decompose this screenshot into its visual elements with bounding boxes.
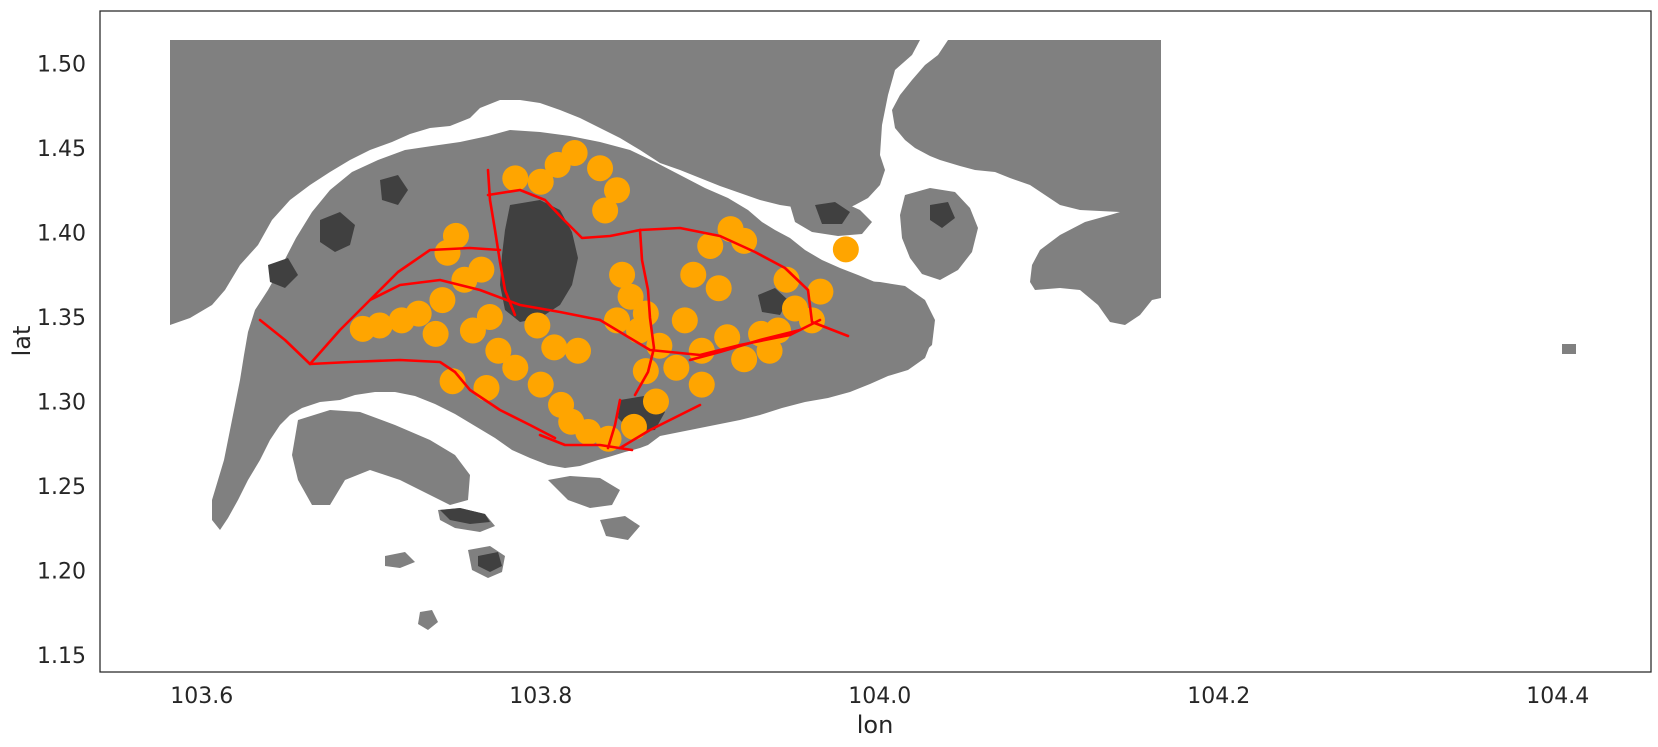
data-point bbox=[476, 303, 503, 330]
data-point bbox=[544, 151, 571, 178]
data-point bbox=[434, 239, 461, 266]
y-axis-ticks: 1.15 1.20 1.25 1.30 1.35 1.40 1.45 1.50 bbox=[37, 52, 86, 669]
island-south-4-polygon bbox=[418, 610, 438, 630]
x-tick-label: 104.0 bbox=[848, 684, 911, 709]
data-point bbox=[671, 307, 698, 334]
expressway-pie-west bbox=[308, 278, 602, 366]
x-axis-ticks: 103.6 103.8 104.0 104.2 104.4 bbox=[170, 684, 1589, 709]
expressway-sle bbox=[486, 188, 642, 240]
island-east-far-polygon bbox=[1562, 344, 1576, 354]
data-point bbox=[832, 236, 859, 263]
data-point bbox=[502, 354, 529, 381]
data-point bbox=[527, 371, 554, 398]
main-island-land-polygon bbox=[212, 130, 932, 530]
plot-area bbox=[170, 40, 1576, 630]
data-point bbox=[524, 312, 551, 339]
park-east-polygon bbox=[758, 288, 788, 315]
expressway-mce bbox=[538, 433, 634, 452]
x-tick-label: 104.2 bbox=[1187, 684, 1250, 709]
expressway-ecp bbox=[618, 403, 702, 450]
data-point bbox=[632, 358, 659, 385]
park-west-polygon bbox=[320, 212, 355, 252]
data-point bbox=[485, 337, 512, 364]
data-point bbox=[620, 413, 647, 440]
island-south-3-polygon bbox=[385, 552, 415, 568]
central-catchment-park-polygon bbox=[500, 200, 578, 322]
data-point bbox=[422, 320, 449, 347]
data-point bbox=[731, 227, 758, 254]
x-tick-label: 103.8 bbox=[509, 684, 572, 709]
data-point bbox=[807, 278, 834, 305]
park-ubin-polygon bbox=[815, 202, 850, 224]
expressway-cte-south bbox=[606, 398, 622, 450]
y-tick-label: 1.25 bbox=[37, 475, 86, 500]
data-point bbox=[349, 315, 376, 342]
island-sentosa-dark-polygon bbox=[440, 508, 490, 524]
expressways-layer bbox=[258, 168, 850, 452]
y-axis-label: lat bbox=[8, 326, 36, 357]
expressway-ave bbox=[453, 370, 557, 440]
data-point bbox=[714, 324, 741, 351]
data-point bbox=[541, 334, 568, 361]
y-tick-label: 1.50 bbox=[37, 52, 86, 77]
island-south-dark-polygon bbox=[478, 552, 502, 572]
x-tick-label: 103.6 bbox=[170, 684, 233, 709]
axes-frame bbox=[99, 10, 1652, 673]
island-south-5-polygon bbox=[600, 516, 640, 540]
y-tick-label: 1.30 bbox=[37, 391, 86, 416]
data-point bbox=[617, 283, 644, 310]
pulau-tekong-polygon bbox=[900, 188, 978, 280]
expressway-kpe bbox=[688, 328, 802, 362]
park-tekong-polygon bbox=[930, 202, 955, 228]
data-point bbox=[705, 275, 732, 302]
data-point bbox=[773, 266, 800, 293]
x-axis-label: lon bbox=[857, 711, 894, 739]
data-point bbox=[604, 177, 630, 204]
expressway-tpe bbox=[638, 226, 850, 338]
park-northwest-polygon bbox=[380, 175, 408, 205]
data-point bbox=[502, 165, 529, 192]
data-point bbox=[468, 256, 495, 283]
expressway-aye bbox=[258, 318, 457, 374]
y-tick-label: 1.15 bbox=[37, 644, 86, 669]
data-point bbox=[663, 354, 690, 381]
data-point bbox=[642, 388, 669, 415]
jurong-island-land-polygon bbox=[292, 410, 470, 505]
data-point bbox=[587, 155, 614, 182]
data-point bbox=[388, 307, 415, 334]
y-tick-label: 1.45 bbox=[37, 137, 86, 162]
island-pulau-brani-polygon bbox=[548, 476, 620, 508]
data-point bbox=[592, 197, 619, 224]
points-layer bbox=[349, 140, 859, 452]
mainland-land-polygon bbox=[170, 40, 1161, 325]
data-point bbox=[731, 346, 758, 373]
data-point bbox=[439, 368, 466, 395]
data-point bbox=[527, 168, 554, 195]
x-tick-label: 104.4 bbox=[1526, 684, 1589, 709]
y-tick-label: 1.20 bbox=[37, 560, 86, 585]
data-point bbox=[473, 374, 500, 401]
data-point bbox=[697, 232, 724, 259]
data-point bbox=[756, 337, 783, 364]
data-point bbox=[565, 337, 592, 364]
data-point bbox=[680, 261, 707, 288]
data-point bbox=[429, 287, 456, 314]
y-tick-label: 1.35 bbox=[37, 306, 86, 331]
park-north-polygon bbox=[268, 258, 298, 288]
y-tick-label: 1.40 bbox=[37, 221, 86, 246]
data-point bbox=[688, 371, 715, 398]
data-point bbox=[609, 261, 636, 288]
data-point bbox=[632, 300, 659, 327]
changi-land-polygon bbox=[850, 280, 935, 372]
expressway-cte bbox=[633, 228, 656, 397]
expressway-kje bbox=[368, 246, 502, 302]
data-point bbox=[575, 418, 602, 445]
